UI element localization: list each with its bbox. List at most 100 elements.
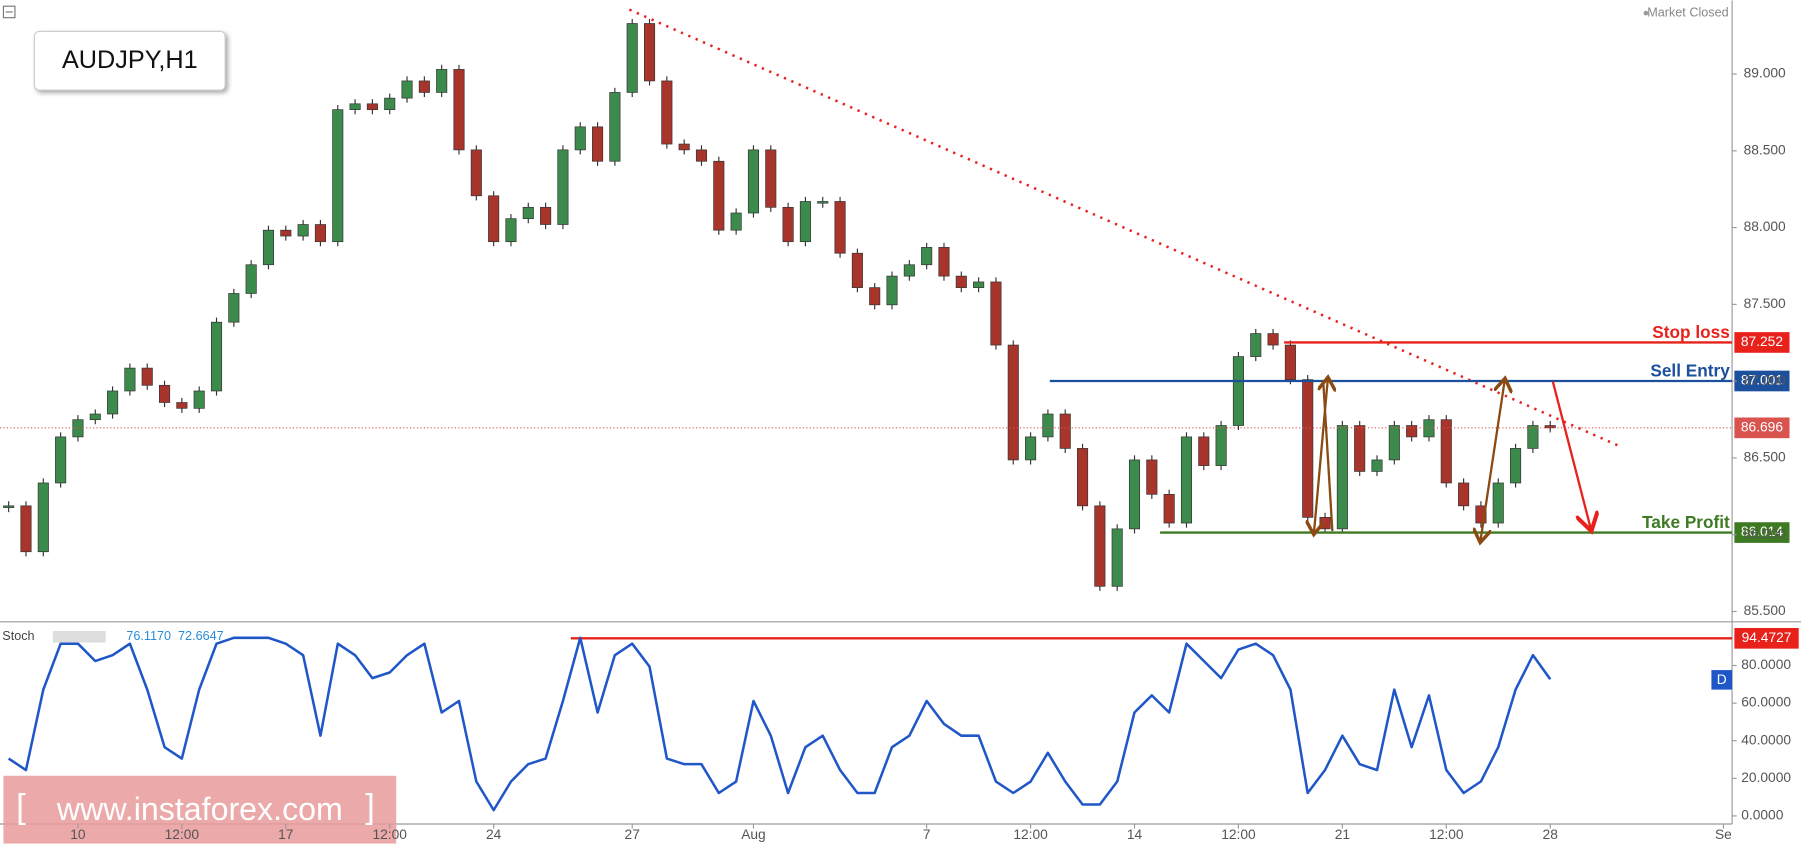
y-tick-label: 88.500 [1744,142,1786,157]
candle-body [3,505,15,508]
y-tick-label: 87.000 [1744,373,1786,388]
candle-body [262,229,275,266]
candle-body [1302,379,1314,518]
stoch-y-tick-label: 80.0000 [1741,657,1791,672]
candle-body [297,224,309,237]
candle-body [1232,356,1244,426]
candle-body [869,287,881,306]
candle-body [626,23,638,93]
candle-body [747,149,759,214]
trend-line [628,8,1621,448]
candle-body [921,247,933,266]
candle-body [540,206,552,225]
candle-body [938,247,950,277]
target-arrow [1551,381,1591,529]
symbol-box [33,30,226,91]
x-tick-label: 17 [278,827,293,842]
x-tick-label: 24 [486,827,502,842]
stoch-y-tick-label: 0.0000 [1741,808,1783,823]
level-name: Take Profit [1642,512,1730,532]
candle-body [1007,344,1019,461]
candle-body [20,505,32,553]
candle-body [55,436,67,484]
x-tick-label: 10 [70,827,86,842]
candle-body [453,69,465,151]
candle-body [903,264,915,277]
candle-body [1406,425,1418,438]
y-tick-label: 87.500 [1744,296,1786,311]
candle-body [228,293,240,323]
y-tick-label: 85.500 [1744,603,1786,618]
watermark-bracket: [ [16,788,26,826]
candle-body [1267,333,1279,346]
candles [3,18,1556,591]
candle-body [1544,425,1556,429]
y-tick-label: 86.500 [1744,450,1786,465]
candle-body [1146,459,1158,495]
x-tick-label: Aug [741,827,766,842]
y-tick-label: 88.000 [1744,219,1786,234]
candle-body [505,218,517,243]
stoch-legend-value: 72.6647 [178,629,224,643]
candle-body [1284,344,1296,380]
x-tick-label: 12:00 [1221,827,1256,842]
candle-body [1042,413,1054,438]
candle-body [314,224,326,243]
candle-body [678,143,690,151]
collapse-icon[interactable] [2,5,16,19]
candle-body [799,201,811,243]
candle-body [1492,482,1504,524]
candle-body [1336,425,1348,530]
candle-body [765,149,777,208]
x-tick-label: 27 [625,827,640,842]
candle-body [1388,425,1400,461]
candle-body [349,103,361,110]
candle-body [384,97,396,110]
candle-body [436,69,448,93]
candle-body [1059,413,1071,449]
candle-body [522,206,534,220]
candle-body [1510,448,1522,484]
candle-body [574,126,586,151]
price-tag [1734,370,1790,392]
x-tick-label: 12:00 [165,827,200,842]
candle-body [1025,436,1037,461]
candle-body [1423,419,1435,438]
swing-arrow [1481,381,1505,541]
y-tick-label: 86.000 [1744,526,1786,541]
candle-body [973,281,985,288]
candle-body [1180,436,1193,524]
candle-body [730,212,742,231]
candle-body [366,103,378,110]
candle-body [1319,517,1331,530]
candle-body [661,80,673,145]
candle-body [470,149,482,197]
candle-body [72,419,84,438]
stoch-controls [52,631,106,643]
candle-body [1527,425,1539,449]
candle-body [1163,493,1175,524]
x-tick-label: 7 [923,827,931,842]
price-tag [1734,522,1790,543]
price-tag-label: 86.014 [1741,524,1783,539]
candle-body [89,413,101,421]
overlay: 86.696 Stop loss 87.252 Sell Entry 87.001 Tak… [0,322,1799,812]
candle-body [1440,419,1452,484]
stoch-y-tick-label: 20.0000 [1741,770,1791,785]
badge-label: D [1717,672,1727,687]
watermark: www.instaforex.com [56,791,343,827]
price-tag [1734,332,1790,353]
candle-body [1215,425,1227,466]
price-tag-label: 94.4727 [1742,630,1792,645]
candle-body [193,390,205,409]
candle-body [401,80,413,99]
x-tick-label: 12:00 [372,827,407,842]
price-tag-label: 87.252 [1741,334,1783,349]
symbol-title: AUDJPY,H1 [62,46,198,74]
candle-body [1111,528,1123,587]
candle-body [418,80,430,93]
badge [1711,670,1733,690]
candle-body [245,264,257,294]
